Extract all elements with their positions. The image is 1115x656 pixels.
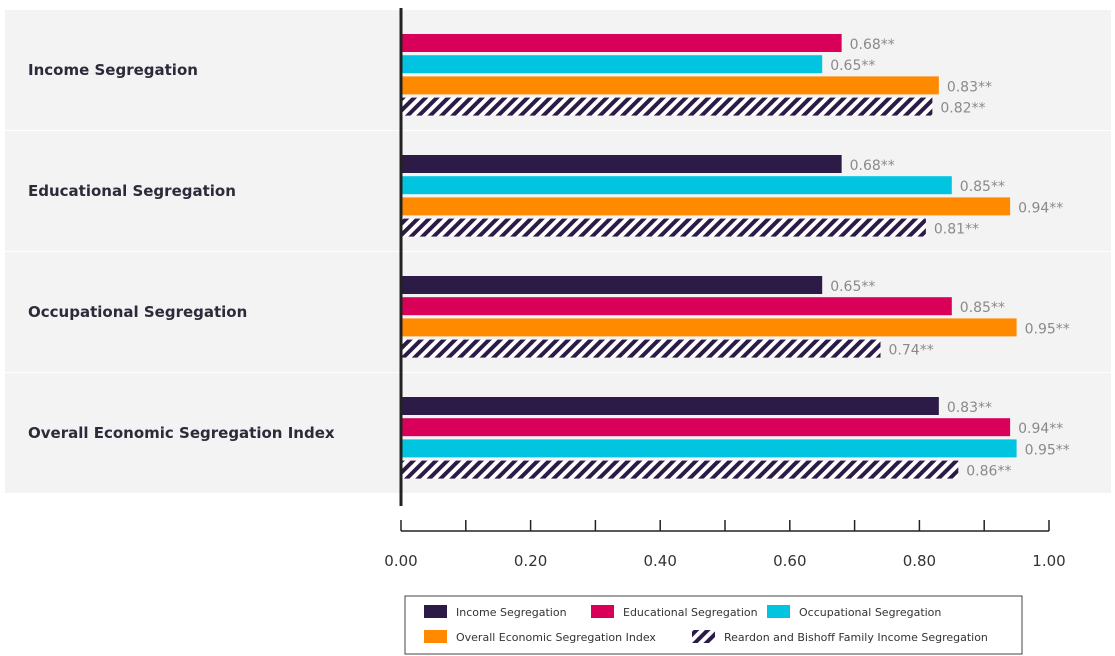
- value-label: 0.94**: [1018, 200, 1063, 216]
- bar-income-segregation: [401, 155, 842, 173]
- x-tick-label: 0.00: [384, 552, 417, 570]
- group-educational-segregation: Educational Segregation 0.68** 0.85** 0.94*…: [5, 131, 1111, 251]
- legend-swatch: [692, 630, 715, 643]
- legend-label: Reardon and Bishoff Family Income Segreg…: [724, 631, 988, 644]
- legend-label: Overall Economic Segregation Index: [456, 631, 656, 644]
- legend-item-reardon-and-bishoff-family-income-segregation: Reardon and Bishoff Family Income Segreg…: [692, 630, 988, 644]
- value-label: 0.95**: [1025, 442, 1070, 458]
- x-tick-label: 0.60: [773, 552, 806, 570]
- legend-label: Occupational Segregation: [799, 606, 941, 619]
- legend-item-educational-segregation: Educational Segregation: [591, 605, 758, 619]
- bar-income-segregation: [401, 397, 939, 415]
- value-label: 0.82**: [940, 101, 985, 117]
- legend-swatch: [591, 605, 614, 618]
- group-overall-economic-segregation-index: Overall Economic Segregation Index 0.83**…: [5, 373, 1111, 493]
- value-label: 0.86**: [966, 464, 1011, 480]
- bar-occupational-segregation: [401, 176, 952, 195]
- group-label: Educational Segregation: [28, 182, 236, 200]
- value-label: 0.94**: [1018, 421, 1063, 437]
- x-tick-label: 0.40: [643, 552, 676, 570]
- bar-reardon-and-bishoff-family-income-segregation: [401, 218, 926, 237]
- group-label: Occupational Segregation: [28, 303, 247, 321]
- value-label: 0.83**: [947, 400, 992, 416]
- bar-reardon-and-bishoff-family-income-segregation: [401, 97, 933, 116]
- value-label: 0.81**: [934, 222, 979, 238]
- bar-educational-segregation: [401, 34, 842, 52]
- legend-item-occupational-segregation: Occupational Segregation: [767, 605, 941, 619]
- legend-label: Educational Segregation: [623, 606, 758, 619]
- legend-label: Income Segregation: [456, 606, 567, 619]
- bar-income-segregation: [401, 276, 823, 294]
- x-tick-label: 0.80: [903, 552, 936, 570]
- bar-overall-economic-segregation-index: [401, 318, 1017, 337]
- bar-reardon-and-bishoff-family-income-segregation: [401, 339, 881, 358]
- value-label: 0.95**: [1025, 321, 1070, 337]
- bar-occupational-segregation: [401, 55, 823, 74]
- bar-reardon-and-bishoff-family-income-segregation: [401, 460, 959, 479]
- group-occupational-segregation: Occupational Segregation 0.65** 0.85** 0.95…: [5, 252, 1111, 372]
- bar-educational-segregation: [401, 418, 1011, 437]
- bar-educational-segregation: [401, 297, 952, 316]
- x-tick-label: 1.00: [1032, 552, 1065, 570]
- value-label: 0.74**: [889, 343, 934, 359]
- value-label: 0.65**: [830, 279, 875, 295]
- value-label: 0.85**: [960, 300, 1005, 316]
- group-income-segregation: Income Segregation 0.68** 0.65** 0.83** 0.82…: [5, 10, 1111, 130]
- group-label: Overall Economic Segregation Index: [28, 424, 335, 442]
- value-label: 0.68**: [850, 37, 895, 53]
- legend-box: [404, 595, 1023, 655]
- legend-item-income-segregation: Income Segregation: [424, 605, 567, 619]
- value-label: 0.68**: [850, 158, 895, 174]
- group-label: Income Segregation: [28, 61, 198, 79]
- x-tick-label: 0.20: [514, 552, 547, 570]
- bar-overall-economic-segregation-index: [401, 197, 1011, 216]
- legend-item-overall-economic-segregation-index: Overall Economic Segregation Index: [424, 630, 656, 644]
- legend-swatch: [424, 605, 447, 618]
- x-axis: 0.00 0.20 0.40 0.60 0.80 1.00: [384, 8, 1066, 570]
- value-label: 0.83**: [947, 79, 992, 95]
- legend-swatch: [424, 630, 447, 643]
- legend: Income Segregation Educational Segregatio…: [404, 595, 1023, 655]
- legend-swatch: [767, 605, 790, 618]
- bar-groups: Income Segregation 0.68** 0.65** 0.83** 0.82…: [5, 10, 1111, 493]
- value-label: 0.65**: [830, 58, 875, 74]
- value-label: 0.85**: [960, 179, 1005, 195]
- bar-overall-economic-segregation-index: [401, 76, 939, 95]
- bar-occupational-segregation: [401, 439, 1017, 458]
